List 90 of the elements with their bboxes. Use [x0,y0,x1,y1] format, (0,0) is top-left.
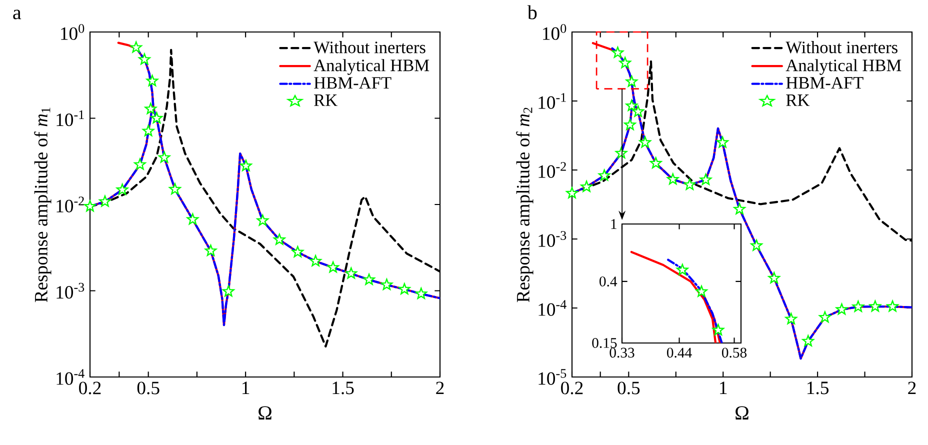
chart-title: a [13,10,22,20]
point [169,183,181,194]
point [292,246,304,258]
point [750,239,762,251]
point [415,288,428,299]
point [186,213,199,225]
y-axis-title: Response amplitude of m$_{1}$ [34,108,52,302]
point [142,124,154,136]
x-axis-title: Ω [736,406,748,420]
legend-label: Without inerters [314,41,426,54]
y-tick-label: 10$^{-3}$ [56,282,84,299]
y-tick-label: 10$^{-2}$ [56,196,84,212]
legend-label: Analytical HBM [314,59,430,75]
x-tick-label: 0.33 [610,348,634,358]
point [327,261,339,273]
point [345,267,358,279]
point [632,105,644,117]
point [310,255,322,266]
y-tick-label: 10$^{-1}$ [56,110,84,126]
point [785,312,798,324]
point [116,184,128,195]
point [802,335,814,346]
y-tick-label: 10$^{-2}$ [538,162,566,178]
point [150,112,163,124]
y-tick-label: 0.4 [600,276,618,286]
point [240,160,252,172]
point [256,214,269,226]
point [734,203,746,214]
x-tick-label: 0.2 [79,382,101,394]
y-axis-title: Response amplitude of m$_{2}$ [516,108,534,302]
point [619,56,632,68]
point [650,157,662,168]
point [666,173,679,185]
y-tick-label: 10$^{-1}$ [538,93,566,109]
point [99,195,111,207]
point [580,180,592,192]
x-tick-label: 0.5 [137,382,160,394]
chart-title: b [527,5,537,20]
point [869,300,882,312]
x-tick-label: 2 [908,382,916,394]
point [138,53,150,65]
point [626,100,638,111]
point [886,300,898,312]
point [144,102,157,114]
point [222,285,234,297]
x-tick-label: 0.58 [722,348,747,358]
point [624,118,636,130]
point [380,278,393,290]
point [768,272,780,284]
y-tick-label: 10$^{-4}$ [538,300,566,316]
x-tick-label: 0.2 [561,382,583,394]
point [363,274,375,285]
point [639,136,652,148]
point [130,41,142,53]
point [146,74,158,86]
y-tick-label: 0.15 [592,338,617,348]
x-tick-label: 0.5 [618,382,640,394]
point [204,244,217,256]
legend-label: Without inerters [786,41,898,54]
legend-label: RK [786,94,810,106]
x-tick-label: 1 [720,382,727,394]
point [852,300,864,312]
point [398,283,410,294]
x-tick-label: 1 [242,382,250,394]
point [273,234,286,245]
x-tick-label: 1.5 [332,382,354,394]
legend-label: HBM-AFT [314,77,392,89]
y-tick-label: 10$^{-3}$ [538,231,566,247]
x-tick-label: 1.5 [808,382,828,394]
y-tick-label: 1 [611,219,616,229]
x-tick-label: 2 [436,382,444,394]
y-tick-label: 10$^{0}$ [61,24,84,40]
point [566,187,578,198]
point [836,303,848,315]
point [818,311,831,323]
x-axis-title: Ω [258,406,272,420]
point [612,46,624,58]
point [84,200,96,212]
point [134,158,146,170]
legend-label: RK [314,94,338,106]
y-tick-label: 10$^{0}$ [543,24,566,40]
point [716,136,728,148]
legend-label: Analytical HBM [786,59,902,75]
point [700,174,712,185]
legend-label: HBM-AFT [786,77,864,89]
point [158,151,170,163]
x-tick-label: 0.44 [667,348,692,358]
point [626,76,638,87]
point [684,178,696,190]
point [598,169,610,181]
